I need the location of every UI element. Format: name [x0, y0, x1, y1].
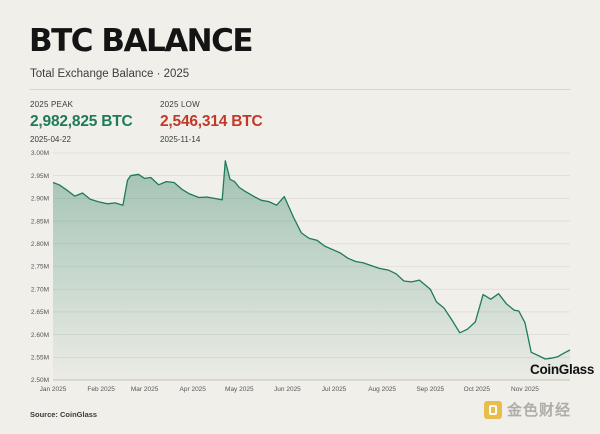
x-tick-label: Nov 2025 — [511, 386, 539, 393]
y-tick-label: 2.65M — [31, 309, 49, 316]
balance-area — [53, 160, 570, 380]
peak-stat: 2025 PEAK 2,982,825 BTC 2025-04-22 — [30, 100, 133, 144]
y-tick-label: 2.95M — [31, 173, 49, 180]
page-subtitle: Total Exchange Balance · 2025 — [30, 68, 190, 80]
x-tick-label: Feb 2025 — [87, 386, 115, 393]
x-tick-label: Jun 2025 — [274, 386, 301, 393]
peak-date: 2025-04-22 — [30, 135, 71, 144]
x-tick-label: Jul 2025 — [322, 386, 347, 393]
peak-label: 2025 PEAK — [30, 100, 74, 109]
page-title: BTC BALANCE — [29, 23, 254, 59]
low-stat: 2025 LOW 2,546,314 BTC 2025-11-14 — [160, 100, 263, 144]
x-tick-label: Aug 2025 — [368, 386, 396, 393]
watermark-text: 金色财经 — [507, 401, 572, 419]
x-tick-label: Oct 2025 — [464, 386, 491, 393]
x-tick-label: Jan 2025 — [40, 386, 67, 393]
low-label: 2025 LOW — [160, 100, 200, 109]
peak-value: 2,982,825 BTC — [30, 113, 133, 130]
x-tick-label: Sep 2025 — [416, 386, 444, 393]
y-tick-label: 3.00M — [31, 150, 49, 157]
x-tick-label: May 2025 — [225, 386, 254, 393]
header-divider — [30, 89, 570, 90]
y-tick-label: 2.80M — [31, 241, 49, 248]
balance-line — [52, 160, 571, 360]
chart-brand-logo: CoinGlass — [530, 362, 595, 377]
y-tick-label: 2.60M — [31, 332, 49, 339]
watermark: 金色财经 — [484, 399, 571, 420]
y-tick-label: 2.70M — [31, 286, 49, 293]
y-tick-label: 2.75M — [31, 264, 49, 271]
x-tick-label: Apr 2025 — [180, 386, 207, 393]
low-date: 2025-11-14 — [160, 135, 201, 144]
low-value: 2,546,314 BTC — [160, 113, 263, 130]
watermark-logo-icon — [484, 400, 502, 419]
y-tick-label: 2.50M — [31, 377, 49, 384]
x-tick-label: Mar 2025 — [131, 386, 159, 393]
y-tick-label: 2.90M — [31, 196, 49, 203]
y-tick-label: 2.85M — [31, 218, 49, 225]
y-tick-label: 2.55M — [31, 355, 49, 362]
source-note: Source: CoinGlass — [30, 410, 98, 419]
